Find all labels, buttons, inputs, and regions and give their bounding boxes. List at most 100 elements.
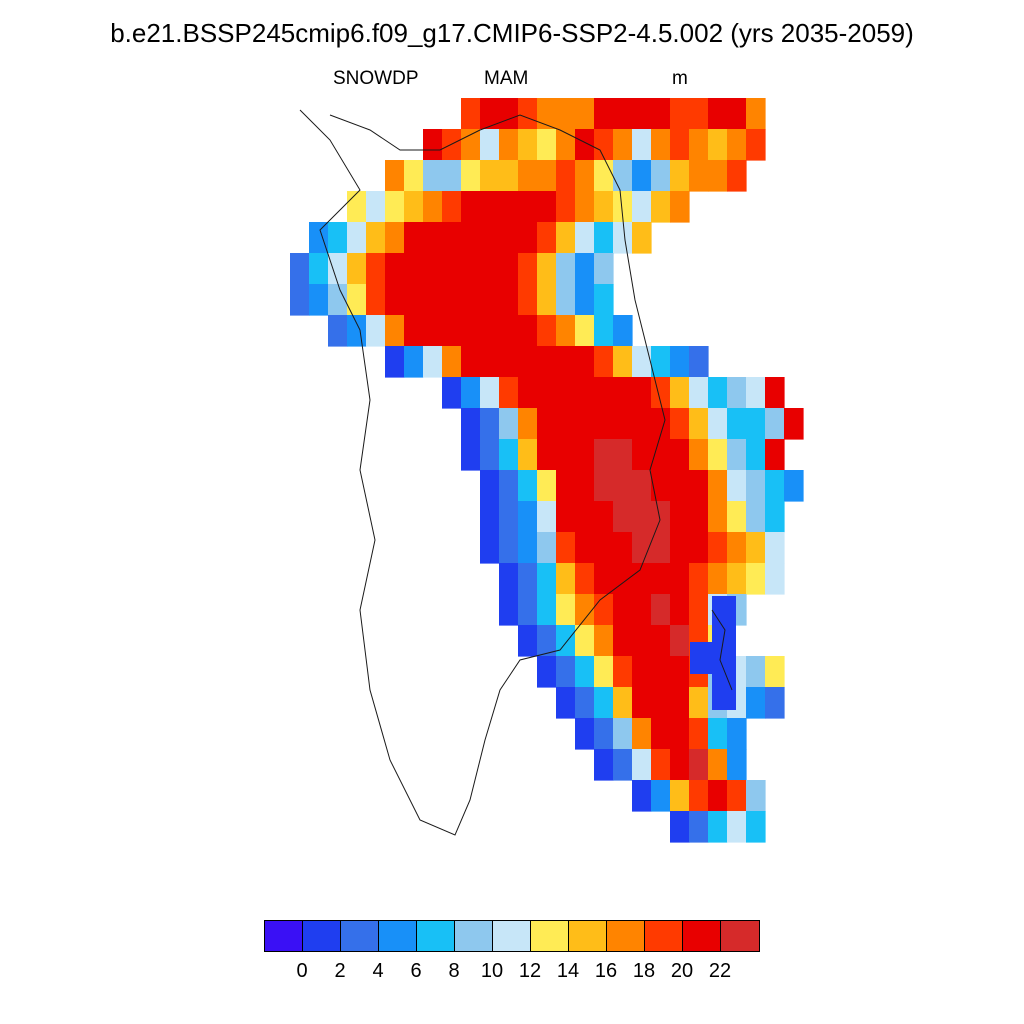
grid-cell <box>708 98 728 130</box>
grid-cell <box>670 98 690 130</box>
grid-cell <box>575 377 595 409</box>
grid-cell <box>556 222 576 254</box>
colorbar-tick-label: 12 <box>518 960 542 982</box>
grid-cell <box>632 594 652 626</box>
grid-cell <box>575 687 595 719</box>
grid-cell <box>442 284 462 316</box>
grid-cell <box>575 160 595 192</box>
grid-cell <box>594 656 614 688</box>
grid-cell <box>480 160 500 192</box>
grid-cell <box>670 749 690 781</box>
grid-cell <box>499 408 519 440</box>
grid-cell <box>632 377 652 409</box>
grid-cell <box>746 687 766 719</box>
grid-cell <box>404 191 424 223</box>
grid-cell <box>556 191 576 223</box>
grid-cell <box>366 284 386 316</box>
grid-cell <box>632 563 652 595</box>
grid-cell <box>347 191 367 223</box>
grid-cell <box>708 470 728 502</box>
grid-cell <box>442 253 462 285</box>
colorbar-swatch <box>531 921 569 951</box>
grid-cell <box>556 346 576 378</box>
colorbar-swatch <box>341 921 379 951</box>
grid-cell <box>556 160 576 192</box>
grid-cell <box>613 222 633 254</box>
grid-cell <box>480 129 500 161</box>
grid-cell <box>328 315 348 347</box>
grid-cell <box>632 470 652 502</box>
grid-cell <box>480 222 500 254</box>
grid-cell <box>708 811 728 843</box>
grid-cell <box>347 284 367 316</box>
grid-cell <box>461 191 481 223</box>
grid-cell <box>613 501 633 533</box>
grid-cell <box>670 346 690 378</box>
grid-cell <box>689 563 709 595</box>
grid-cell <box>613 439 633 471</box>
grid-cell <box>556 625 576 657</box>
grid-cell <box>670 439 690 471</box>
grid-cell <box>708 129 728 161</box>
grid-cell <box>537 408 557 440</box>
grid-cell <box>518 377 538 409</box>
grid-cell <box>594 129 614 161</box>
grid-cell <box>442 346 462 378</box>
grid-cell <box>727 129 747 161</box>
grid-cell <box>689 780 709 812</box>
grid-cell <box>708 749 728 781</box>
colorbar-tick-label: 0 <box>296 960 308 982</box>
grid-cell <box>499 284 519 316</box>
units-label: m <box>672 68 688 89</box>
colorbar-tick-label: 20 <box>670 960 694 982</box>
grid-cell <box>537 129 557 161</box>
grid-cell <box>518 129 538 161</box>
grid-cell <box>442 377 462 409</box>
grid-cell <box>746 532 766 564</box>
grid-cell <box>442 160 462 192</box>
grid-cell <box>651 687 671 719</box>
grid-cell <box>632 656 652 688</box>
grid-cell <box>613 315 633 347</box>
grid-cell <box>518 160 538 192</box>
grid-cell <box>594 563 614 595</box>
grid-cell <box>556 501 576 533</box>
grid-cell <box>518 563 538 595</box>
grid-cell <box>575 501 595 533</box>
grid-cell <box>556 98 576 130</box>
grid-cell <box>556 439 576 471</box>
grid-cell <box>689 408 709 440</box>
grid-cell <box>309 284 329 316</box>
grid-cell <box>537 98 557 130</box>
grid-cell <box>594 594 614 626</box>
colorbar-tick-label: 6 <box>410 960 422 982</box>
grid-cell <box>499 129 519 161</box>
grid-cell <box>575 129 595 161</box>
grid-cell <box>575 98 595 130</box>
grid-cell <box>518 408 538 440</box>
grid-cell <box>556 594 576 626</box>
grid-cell <box>613 563 633 595</box>
colorbar-swatch <box>683 921 721 951</box>
grid-cell <box>746 501 766 533</box>
grid-cell <box>537 439 557 471</box>
grid-cell <box>727 160 747 192</box>
grid-cell <box>556 470 576 502</box>
grid-cell <box>366 191 386 223</box>
grid-cell <box>480 191 500 223</box>
grid-cell <box>651 501 671 533</box>
grid-cell <box>290 284 310 316</box>
grid-cell <box>689 594 709 626</box>
grid-cell <box>575 408 595 440</box>
grid-cell <box>651 749 671 781</box>
colorbar-swatch <box>303 921 341 951</box>
grid-cell <box>708 501 728 533</box>
grid-cell <box>613 594 633 626</box>
grid-cell <box>632 222 652 254</box>
grid-cell <box>556 377 576 409</box>
grid-cell <box>727 780 747 812</box>
grid-cell <box>347 222 367 254</box>
grid-cell <box>594 408 614 440</box>
grid-cell <box>632 532 652 564</box>
grid-cell <box>670 160 690 192</box>
